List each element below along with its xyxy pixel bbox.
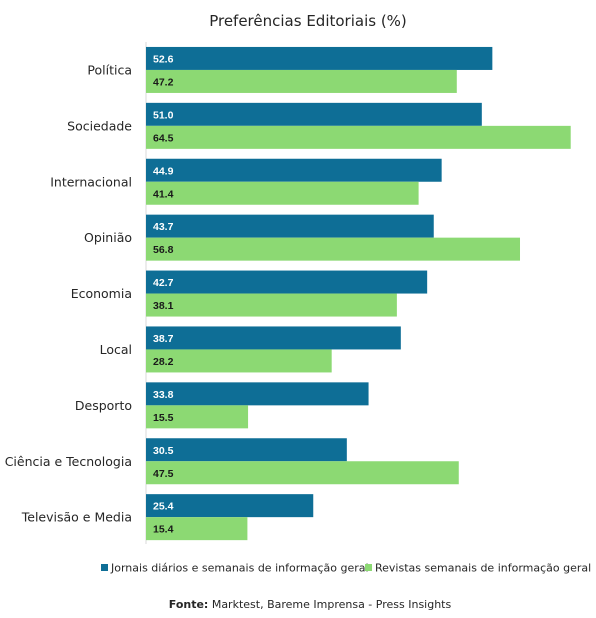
source-label: Fonte:: [169, 598, 209, 611]
legend-swatch-series-1: [101, 564, 108, 571]
bar-series-2: [146, 69, 457, 93]
data-label-series-1: 25.4: [153, 501, 174, 513]
data-label-series-1: 33.8: [153, 389, 174, 401]
data-label-series-1: 38.7: [153, 333, 174, 345]
category-label: Sociedade: [67, 118, 132, 133]
bar-series-2: [146, 125, 571, 149]
data-label-series-2: 41.4: [153, 188, 174, 200]
category-label: Televisão e Media: [21, 510, 132, 525]
legend-label-series-1: Jornais diários e semanais de informação…: [110, 562, 369, 575]
data-label-series-2: 64.5: [153, 132, 174, 144]
bar-series-2: [146, 405, 249, 429]
data-label-series-2: 47.2: [153, 76, 174, 88]
data-label-series-2: 15.5: [153, 412, 174, 424]
data-label-series-2: 38.1: [153, 300, 174, 312]
bar-series-2: [146, 181, 419, 205]
data-label-series-2: 47.5: [153, 468, 174, 480]
plot-area: Política 52.6 47.2 Sociedade 51.0 64.5 Interna…: [5, 46, 571, 541]
category-label: Local: [100, 342, 132, 357]
bar-series-1: [146, 102, 482, 126]
bar-series-2: [146, 237, 521, 261]
data-label-series-1: 42.7: [153, 277, 174, 289]
legend: Jornais diários e semanais de informação…: [101, 562, 591, 575]
category-label: Opinião: [84, 230, 132, 245]
bar-series-1: [146, 326, 401, 350]
bar-series-1: [146, 46, 493, 70]
bar-series-1: [146, 382, 369, 406]
bar-series-1: [146, 158, 442, 182]
category-label: Economia: [71, 286, 132, 301]
source-text: Marktest, Bareme Imprensa - Press Insigh…: [208, 598, 451, 611]
bar-series-1: [146, 270, 428, 294]
category-label: Ciência e Tecnologia: [5, 454, 132, 469]
category-label: Desporto: [75, 398, 132, 413]
bar-series-1: [146, 494, 314, 518]
bar-series-2: [146, 293, 397, 317]
data-label-series-1: 52.6: [153, 53, 174, 65]
source-note: Fonte: Marktest, Bareme Imprensa - Press…: [169, 598, 452, 611]
chart-title: Preferências Editoriais (%): [209, 12, 407, 30]
category-label: Internacional: [50, 174, 132, 189]
data-label-series-1: 30.5: [153, 445, 174, 457]
legend-swatch-series-2: [365, 564, 372, 571]
bar-series-1: [146, 214, 434, 238]
data-label-series-2: 56.8: [153, 244, 174, 256]
category-label: Política: [87, 62, 132, 77]
data-label-series-2: 28.2: [153, 356, 174, 368]
bar-series-2: [146, 349, 332, 373]
data-label-series-1: 51.0: [153, 109, 174, 121]
legend-label-series-2: Revistas semanais de informação geral: [375, 562, 591, 575]
data-label-series-2: 15.4: [153, 524, 174, 536]
data-label-series-1: 44.9: [153, 165, 174, 177]
bar-series-2: [146, 461, 459, 485]
bar-series-2: [146, 517, 248, 541]
data-label-series-1: 43.7: [153, 221, 174, 233]
bar-series-1: [146, 438, 347, 462]
